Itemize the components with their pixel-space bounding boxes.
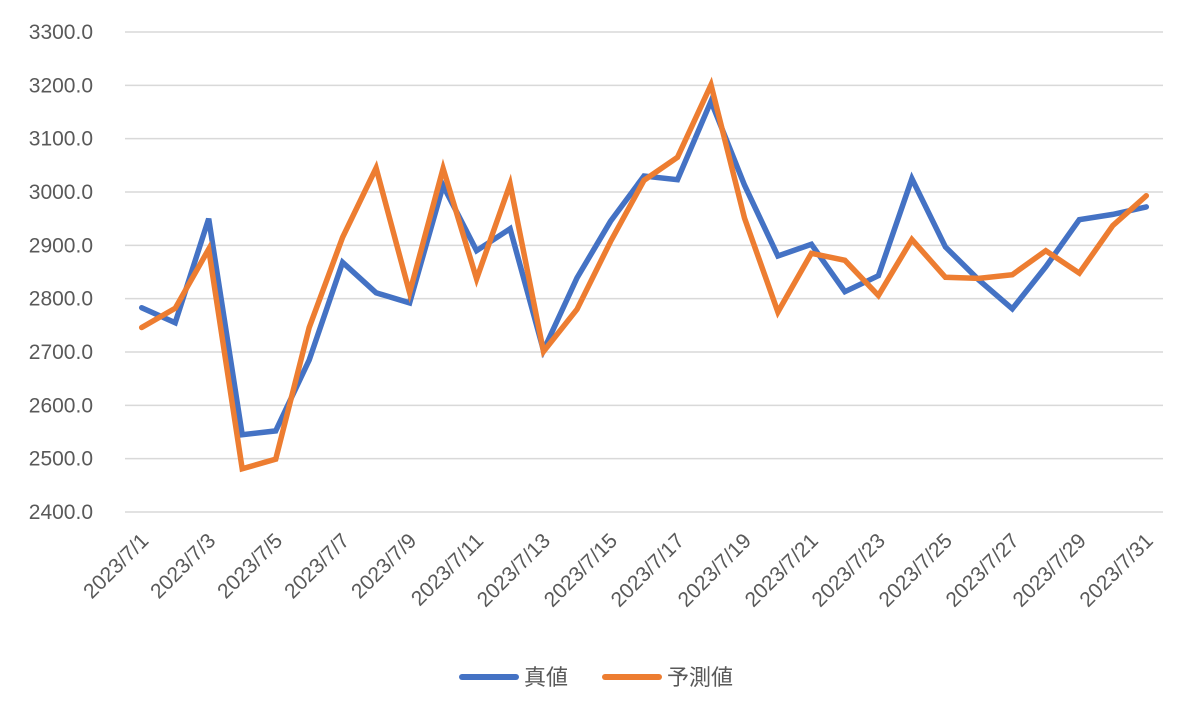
y-tick-label-5: 2900.0 — [29, 234, 93, 257]
y-tick-label-0: 2400.0 — [29, 501, 93, 524]
y-tick-label-1: 2500.0 — [29, 448, 93, 471]
x-tick-label-3: 2023/7/7 — [280, 529, 354, 603]
y-tick-label-2: 2600.0 — [29, 394, 93, 417]
y-tick-label-6: 3000.0 — [29, 181, 93, 204]
x-tick-label-15: 2023/7/31 — [1075, 529, 1157, 611]
x-tick-label-1: 2023/7/3 — [146, 529, 220, 603]
x-tick-label-2: 2023/7/5 — [213, 529, 287, 603]
gridlines — [125, 31, 1163, 513]
y-tick-label-4: 2800.0 — [29, 288, 93, 311]
y-tick-label-3: 2700.0 — [29, 341, 93, 364]
y-tick-label-8: 3200.0 — [29, 74, 93, 97]
legend: 真値 予測値 — [459, 666, 733, 691]
x-tick-label-0: 2023/7/1 — [79, 529, 153, 603]
y-tick-label-7: 3100.0 — [29, 128, 93, 151]
y-tick-label-9: 3300.0 — [29, 21, 93, 44]
y-axis-tick-labels: 2400.0 2500.0 2600.0 2700.0 2800.0 2900.0 3000… — [29, 21, 93, 524]
x-axis-tick-labels: 2023/7/12023/7/32023/7/52023/7/72023/7/9… — [79, 529, 1158, 611]
series-lines — [138, 76, 1150, 473]
legend-label-true-value: 真値 — [524, 666, 568, 691]
legend-label-predicted-value: 予測値 — [667, 666, 733, 691]
series-line-predicted-value — [138, 76, 1150, 473]
